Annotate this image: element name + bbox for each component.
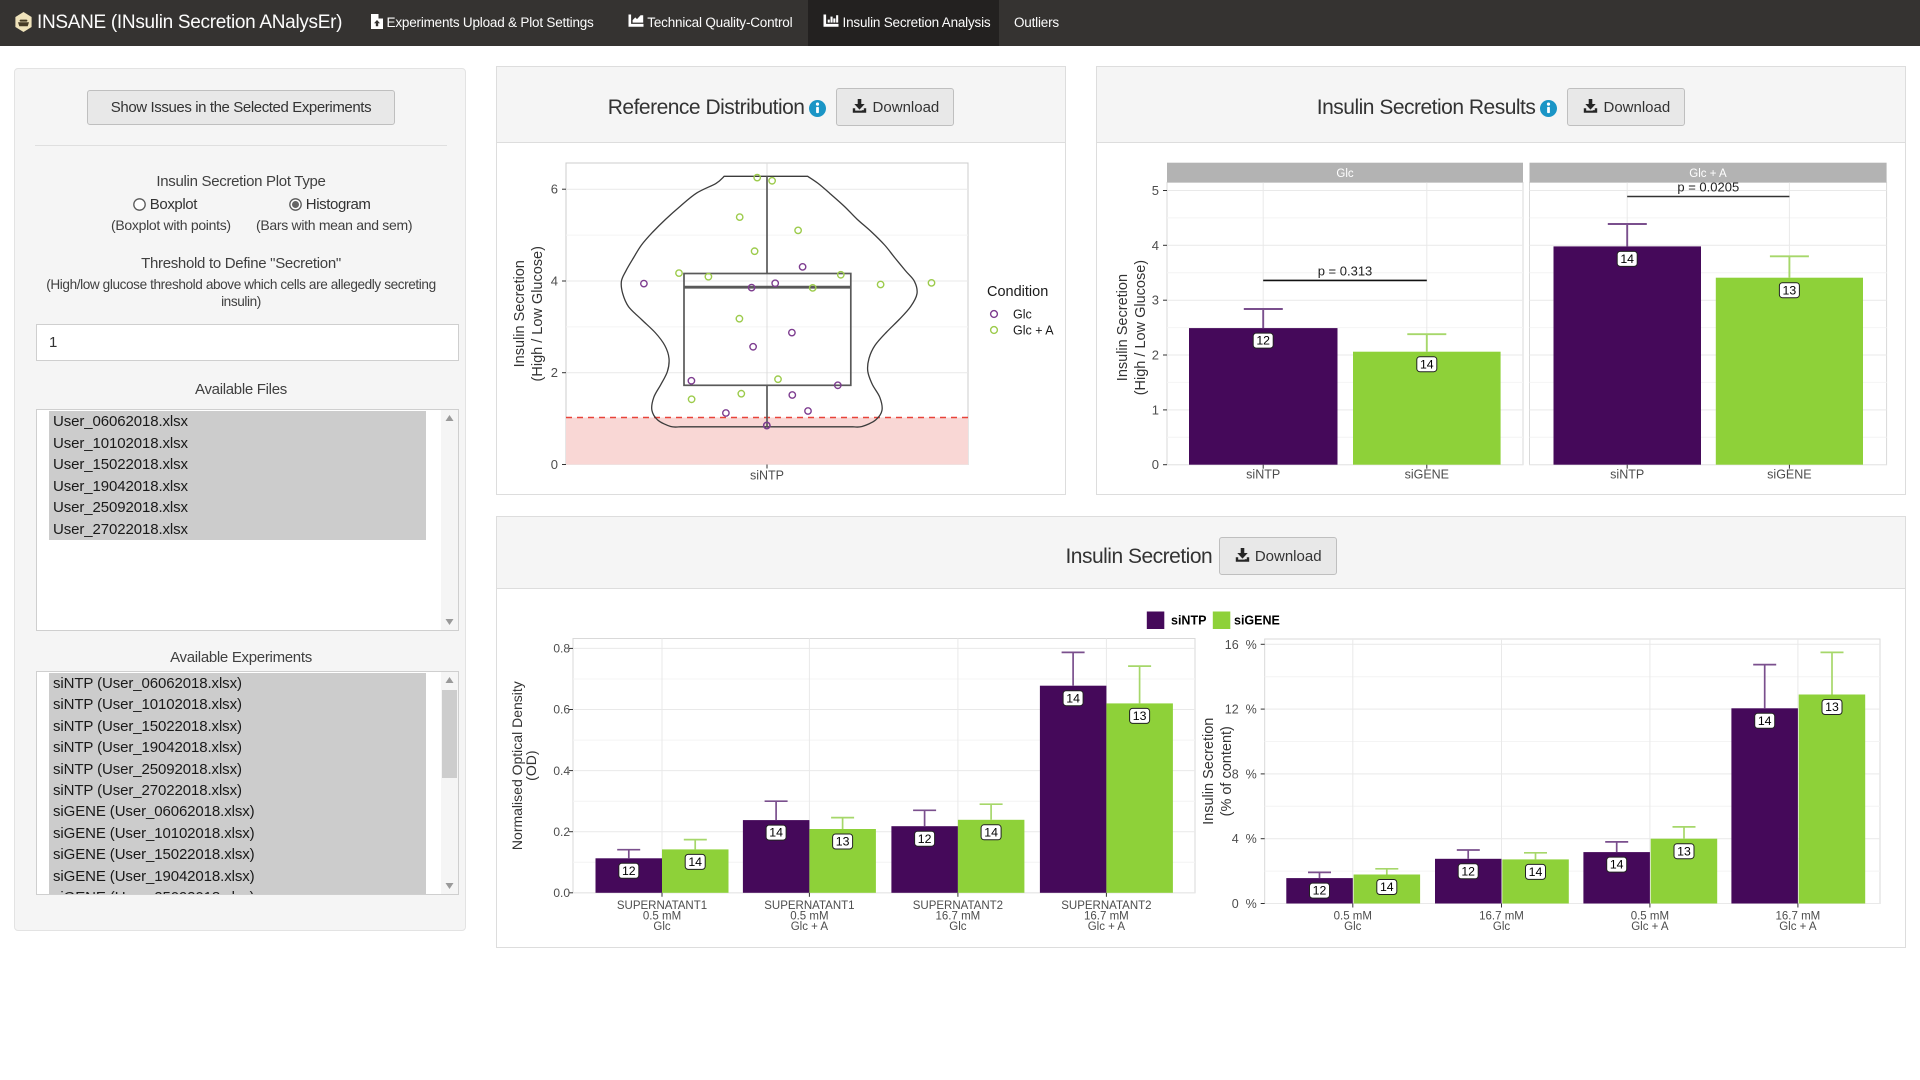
svg-text:%: % [1246, 832, 1257, 846]
svg-text:Glc + A: Glc + A [1779, 921, 1817, 933]
svg-text:14: 14 [1380, 880, 1394, 894]
svg-text:0.0: 0.0 [553, 886, 570, 900]
svg-text:6: 6 [551, 182, 558, 197]
svg-text:%: % [1246, 638, 1257, 652]
svg-text:4: 4 [1152, 238, 1159, 253]
svg-text:14: 14 [1529, 865, 1543, 879]
svg-text:0.5 mM: 0.5 mM [643, 910, 681, 922]
svg-text:SUPERNATANT1: SUPERNATANT1 [764, 900, 854, 912]
svg-text:16.7 mM: 16.7 mM [936, 910, 981, 922]
svg-text:siNTP: siNTP [750, 469, 784, 483]
svg-text:12: 12 [622, 864, 636, 878]
svg-text:2: 2 [1152, 348, 1159, 363]
svg-text:14: 14 [688, 855, 702, 869]
svg-text:siGENE: siGENE [1234, 614, 1280, 628]
svg-text:Glc: Glc [653, 921, 671, 933]
svg-text:12: 12 [1461, 864, 1475, 878]
svg-text:Condition: Condition [987, 284, 1048, 300]
svg-text:SUPERNATANT2: SUPERNATANT2 [913, 900, 1003, 912]
svg-text:Glc: Glc [1344, 921, 1362, 933]
svg-text:4: 4 [551, 274, 558, 289]
svg-text:8: 8 [1232, 767, 1239, 781]
svg-text:0.8: 0.8 [553, 642, 570, 656]
svg-text:0: 0 [1152, 457, 1159, 472]
svg-text:14: 14 [984, 825, 998, 839]
svg-text:siGENE: siGENE [1767, 468, 1811, 482]
svg-text:13: 13 [836, 835, 850, 849]
svg-text:0.4: 0.4 [553, 764, 570, 778]
svg-text:siNTP: siNTP [1246, 468, 1280, 482]
svg-text:Glc + A: Glc + A [1013, 324, 1054, 338]
svg-text:(OD): (OD) [523, 750, 539, 780]
svg-text:(High / Low Glucose): (High / Low Glucose) [530, 246, 546, 381]
svg-text:14: 14 [1758, 714, 1772, 728]
svg-text:SUPERNATANT1: SUPERNATANT1 [617, 900, 707, 912]
svg-text:0.5 mM: 0.5 mM [1631, 911, 1669, 923]
svg-text:%: % [1246, 767, 1257, 781]
svg-text:14: 14 [1610, 858, 1624, 872]
svg-text:SUPERNATANT2: SUPERNATANT2 [1061, 900, 1151, 912]
svg-text:Glc: Glc [1013, 308, 1032, 322]
svg-text:Glc: Glc [1493, 921, 1511, 933]
svg-text:siNTP: siNTP [1171, 614, 1206, 628]
svg-text:16.7 mM: 16.7 mM [1084, 910, 1129, 922]
svg-text:(% of content): (% of content) [1219, 726, 1235, 816]
svg-text:0.2: 0.2 [553, 825, 570, 839]
svg-text:13: 13 [1783, 283, 1797, 297]
svg-text:0: 0 [551, 457, 558, 472]
svg-text:0.5 mM: 0.5 mM [790, 910, 828, 922]
svg-text:%: % [1246, 703, 1257, 717]
svg-text:14: 14 [1420, 357, 1434, 371]
svg-text:13: 13 [1677, 844, 1691, 858]
svg-text:Glc + A: Glc + A [1088, 921, 1126, 933]
svg-text:Insulin Secretion: Insulin Secretion [1115, 274, 1131, 381]
svg-text:13: 13 [1133, 709, 1147, 723]
svg-text:14: 14 [1066, 691, 1080, 705]
svg-text:12: 12 [1256, 334, 1270, 348]
svg-text:14: 14 [769, 826, 783, 840]
svg-text:Insulin Secretion: Insulin Secretion [1201, 718, 1217, 825]
svg-text:%: % [1246, 897, 1257, 911]
svg-text:Glc + A: Glc + A [1631, 921, 1669, 933]
svg-text:(High / Low Glucose): (High / Low Glucose) [1133, 260, 1149, 395]
svg-text:p = 0.313: p = 0.313 [1318, 263, 1373, 278]
svg-text:Glc + A: Glc + A [1689, 168, 1727, 180]
svg-text:siGENE: siGENE [1405, 468, 1449, 482]
svg-text:1: 1 [1152, 402, 1159, 417]
svg-text:16: 16 [1225, 638, 1239, 652]
svg-text:16.7 mM: 16.7 mM [1776, 911, 1821, 923]
svg-text:Normalised Optical Density: Normalised Optical Density [509, 681, 525, 850]
svg-text:12: 12 [1313, 884, 1327, 898]
svg-text:5: 5 [1152, 183, 1159, 198]
svg-text:Insulin Secretion: Insulin Secretion [512, 260, 528, 367]
svg-text:14: 14 [1620, 252, 1634, 266]
svg-text:0: 0 [1232, 897, 1239, 911]
svg-text:Glc + A: Glc + A [791, 921, 829, 933]
svg-text:siNTP: siNTP [1610, 468, 1644, 482]
svg-text:Glc: Glc [1336, 168, 1354, 180]
svg-text:16.7 mM: 16.7 mM [1479, 911, 1524, 923]
svg-text:4: 4 [1232, 832, 1239, 846]
svg-text:0.6: 0.6 [553, 703, 570, 717]
svg-text:12: 12 [1225, 703, 1239, 717]
svg-text:0.5 mM: 0.5 mM [1334, 911, 1372, 923]
svg-text:13: 13 [1825, 700, 1839, 714]
svg-text:3: 3 [1152, 293, 1159, 308]
svg-text:12: 12 [918, 832, 932, 846]
svg-text:p = 0.0205: p = 0.0205 [1677, 180, 1739, 195]
svg-text:Glc: Glc [949, 921, 967, 933]
svg-text:2: 2 [551, 365, 558, 380]
